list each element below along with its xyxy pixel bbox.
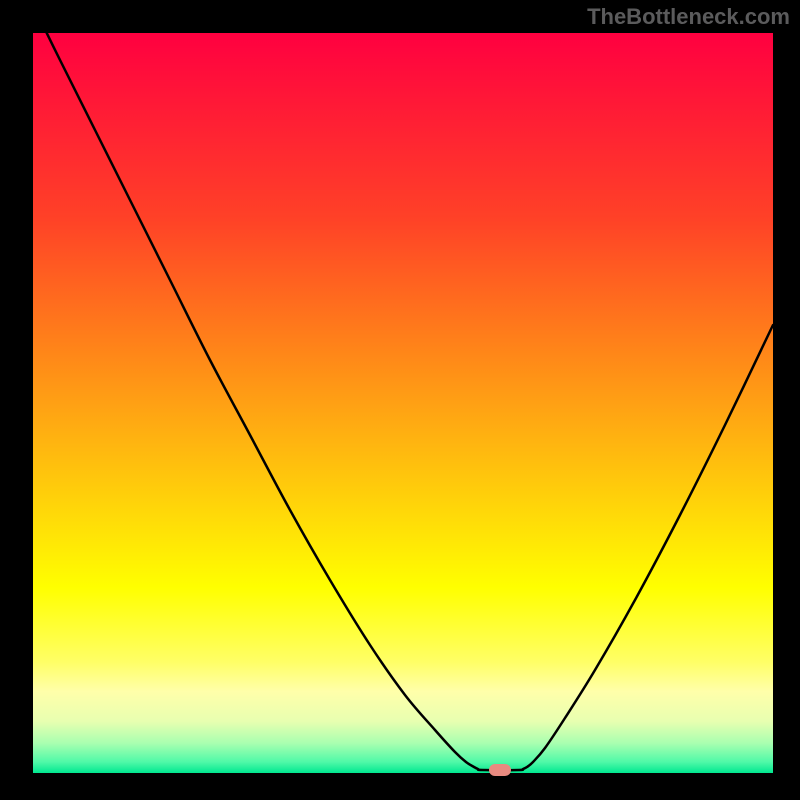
watermark-text: TheBottleneck.com — [587, 4, 790, 30]
chart-background — [33, 33, 773, 773]
chart-svg — [0, 0, 800, 800]
optimum-marker — [489, 764, 511, 776]
bottleneck-chart: TheBottleneck.com — [0, 0, 800, 800]
